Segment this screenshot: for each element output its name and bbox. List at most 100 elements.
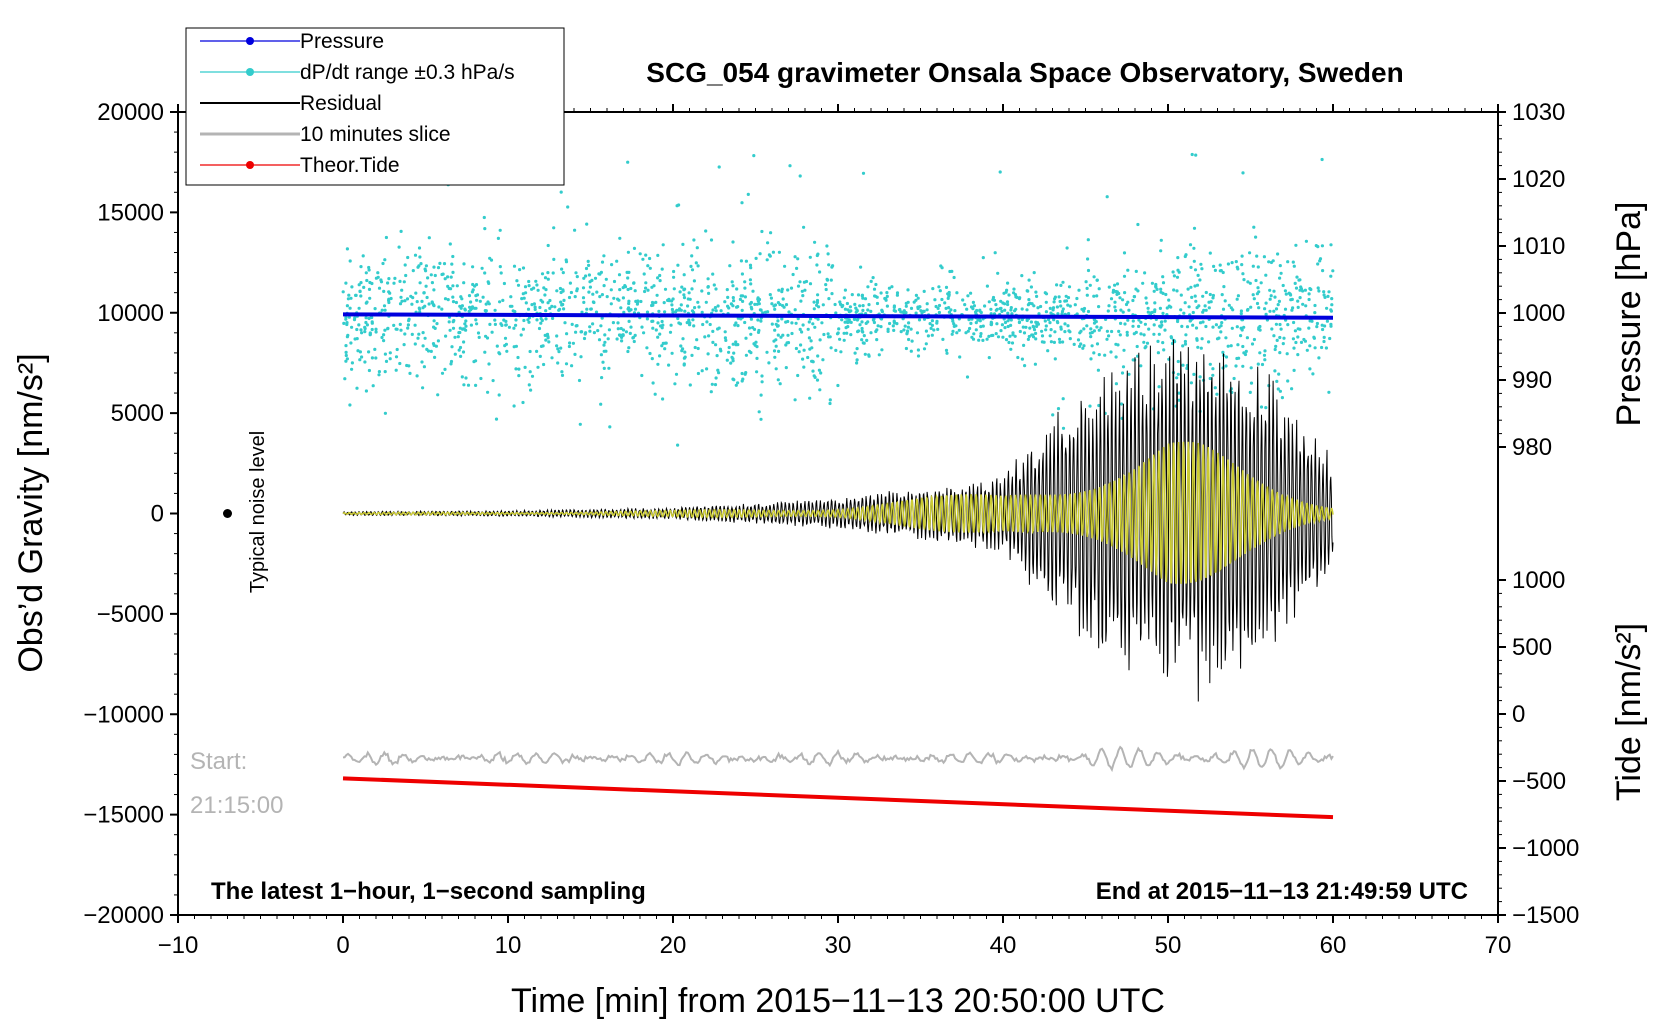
dpdt-point [1006, 311, 1010, 315]
dpdt-point [944, 348, 949, 352]
dpdt-point [977, 338, 981, 342]
dpdt-point [660, 326, 664, 330]
dpdt-point [827, 263, 831, 267]
dpdt-point [392, 281, 396, 285]
dpdt-point [422, 291, 426, 295]
dpdt-point [697, 305, 701, 309]
dpdt-point [523, 285, 528, 289]
dpdt-point [802, 348, 806, 352]
dpdt-point [1308, 344, 1312, 348]
dpdt-point [520, 297, 524, 301]
dpdt-point [635, 302, 640, 306]
dpdt-point [1278, 322, 1282, 327]
dpdt-point [368, 296, 372, 300]
dpdt-point [861, 330, 865, 334]
dpdt-point [706, 352, 710, 356]
dpdt-point [1221, 270, 1225, 275]
dpdt-point [548, 298, 552, 303]
dpdt-point [781, 304, 785, 308]
dpdt-point [788, 164, 792, 168]
dpdt-point [971, 300, 976, 304]
dpdt-point [398, 279, 402, 283]
dpdt-point [528, 349, 532, 354]
dpdt-point [444, 334, 448, 338]
dpdt-point [1201, 310, 1205, 314]
dpdt-point [888, 321, 892, 326]
dpdt-point [969, 291, 973, 295]
dpdt-point [1122, 348, 1126, 352]
x-tick-label: −10 [158, 932, 199, 959]
dpdt-point [355, 327, 359, 332]
dpdt-point [1303, 339, 1307, 343]
dpdt-point [600, 293, 605, 297]
dpdt-point [503, 336, 508, 340]
dpdt-point [645, 317, 650, 321]
dpdt-point [946, 296, 950, 300]
dpdt-point [458, 304, 462, 308]
dpdt-point [1123, 291, 1127, 295]
dpdt-point [349, 341, 353, 345]
dpdt-point [591, 322, 595, 326]
axis-ticks: −10 0 10 20 30 40 50 60 7020000150001000050000−5… [83, 99, 1579, 959]
dpdt-point [1025, 308, 1029, 312]
dpdt-point [798, 327, 802, 331]
dpdt-point [731, 342, 735, 346]
dpdt-point [801, 294, 805, 298]
dpdt-point [1145, 301, 1149, 305]
dpdt-point [487, 302, 491, 306]
dpdt-point [422, 365, 426, 369]
dpdt-point [1009, 308, 1013, 312]
dpdt-point [451, 270, 455, 274]
dpdt-point [1203, 304, 1207, 308]
dpdt-point [1298, 296, 1302, 300]
dpdt-point [540, 272, 545, 276]
dpdt-point [615, 259, 619, 263]
dpdt-point [410, 302, 414, 306]
dpdt-point [895, 293, 900, 297]
dpdt-point [966, 294, 970, 298]
dpdt-point [830, 292, 834, 296]
dpdt-point [1213, 268, 1217, 272]
dpdt-point [1283, 307, 1288, 311]
dpdt-point [653, 392, 657, 396]
dpdt-point [573, 228, 577, 232]
dpdt-point [1043, 291, 1047, 295]
dpdt-point [600, 260, 605, 264]
dpdt-point [723, 336, 728, 340]
dpdt-point [1061, 397, 1065, 401]
dpdt-point [1179, 308, 1183, 312]
dpdt-point [682, 288, 686, 292]
tide-tick-label: −1000 [1512, 835, 1579, 862]
dpdt-point [1181, 363, 1185, 367]
dpdt-point [1274, 307, 1279, 311]
dpdt-point [559, 300, 563, 304]
dpdt-point [555, 334, 559, 338]
dpdt-point [700, 310, 704, 314]
dpdt-point [498, 265, 502, 269]
dpdt-point [676, 316, 680, 321]
dpdt-point [987, 334, 991, 338]
dpdt-point [700, 369, 704, 373]
dpdt-point [1315, 325, 1319, 329]
dpdt-point [1189, 265, 1193, 269]
dpdt-point [679, 303, 683, 307]
dpdt-point [818, 388, 822, 392]
dpdt-point [406, 323, 410, 327]
dpdt-point [648, 256, 652, 261]
dpdt-point [478, 299, 482, 303]
dpdt-point [730, 280, 734, 284]
dpdt-point [544, 309, 548, 313]
dpdt-point [822, 332, 826, 337]
dpdt-point [437, 305, 441, 309]
dpdt-point [900, 310, 905, 314]
dpdt-point [1180, 324, 1184, 328]
dpdt-point [934, 304, 938, 309]
dpdt-point [1147, 327, 1151, 331]
dpdt-point [654, 300, 658, 304]
dpdt-point [856, 329, 861, 333]
dpdt-point [1167, 298, 1171, 302]
dpdt-point [1262, 255, 1266, 259]
dpdt-point [1047, 318, 1051, 322]
dpdt-point [487, 281, 491, 285]
dpdt-point [361, 254, 365, 258]
